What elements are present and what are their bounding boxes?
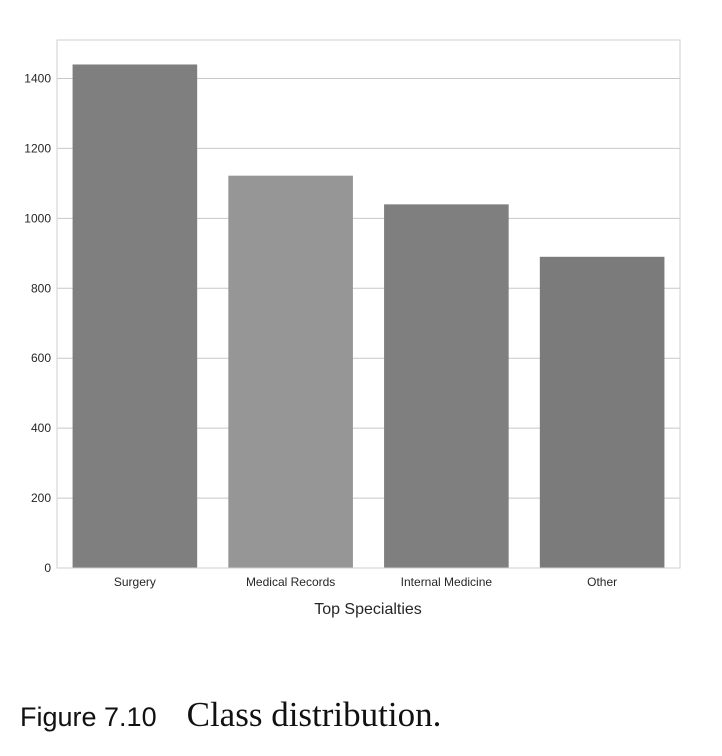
bar-chart: 0 200 400 600 800 1000 1200 1400 Surgery Medical… [24, 39, 681, 618]
bars [72, 64, 665, 569]
y-tick-label: 0 [44, 561, 51, 575]
x-tick-label: Other [587, 575, 617, 589]
y-tick-label: 400 [31, 421, 51, 435]
x-axis-ticks: Surgery Medical Records Internal Medicine O… [114, 575, 617, 589]
x-tick-label: Internal Medicine [401, 575, 493, 589]
x-tick-label: Surgery [114, 575, 156, 589]
y-tick-label: 1200 [24, 141, 51, 155]
y-tick-label: 1000 [24, 211, 51, 225]
figure-number: Figure 7.10 [20, 702, 157, 732]
bar-surgery [72, 64, 198, 569]
bar-medical-records [228, 175, 353, 569]
y-tick-label: 1400 [24, 71, 51, 85]
y-tick-label: 800 [31, 281, 51, 295]
plot-frame [56, 39, 681, 569]
x-tick-label: Medical Records [246, 575, 335, 589]
figure-caption: Figure 7.10 Class distribution. [20, 695, 441, 735]
bar-internal-medicine [384, 204, 509, 569]
caption-text: Class distribution. [186, 695, 442, 734]
y-tick-label: 200 [31, 491, 51, 505]
x-axis-label: Top Specialties [314, 601, 422, 618]
bar-other [539, 256, 665, 568]
y-tick-label: 600 [31, 351, 51, 365]
y-axis-ticks: 0 200 400 600 800 1000 1200 1400 [24, 71, 51, 575]
